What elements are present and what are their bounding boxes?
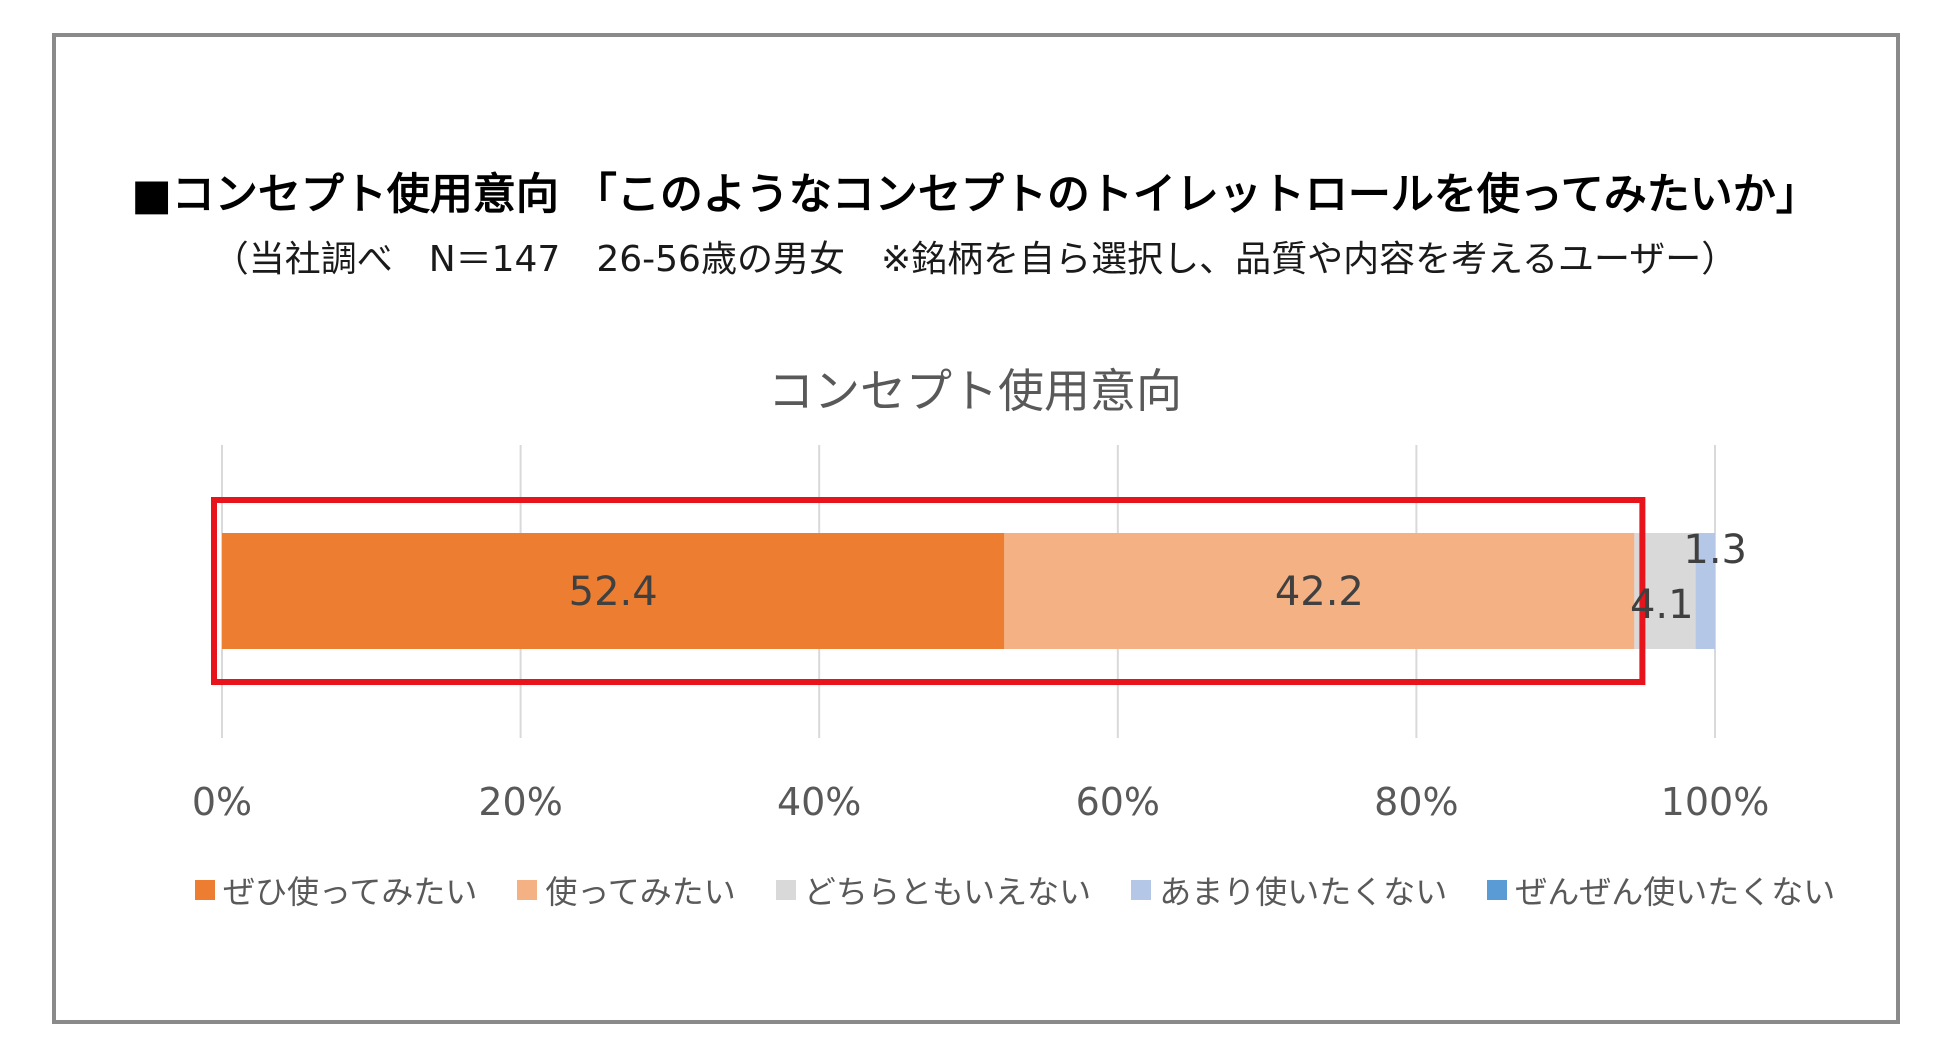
x-tick-label: 100%: [1661, 780, 1770, 824]
legend-label: どちらともいえない: [803, 873, 1092, 911]
legend-label: あまり使いたくない: [1159, 873, 1448, 911]
x-tick-label: 80%: [1374, 780, 1458, 824]
data-label: 4.1: [1630, 582, 1694, 628]
legend-swatch: [1131, 880, 1152, 900]
bar-segments: [222, 533, 1715, 649]
bar-segment: [1695, 533, 1715, 649]
highlight-rectangle: [211, 497, 1646, 685]
tick-labels: 0% 20% 40% 60% 80% 100%: [192, 780, 1769, 824]
legend-swatch: [1487, 880, 1508, 900]
legend-label: ぜひ使ってみたい: [223, 873, 478, 911]
legend: ぜひ使ってみたい 使ってみたい どちらともいえない あまり使いたくない ぜんぜん使いたく…: [195, 868, 1875, 912]
data-label: 52.4: [569, 569, 658, 615]
chart-title: コンセプト使用意向: [768, 364, 1182, 418]
x-tick-label: 40%: [777, 780, 861, 824]
legend-item: ぜんぜん使いたくない: [1487, 867, 1835, 913]
legend-item: 使ってみたい: [517, 867, 736, 913]
legend-label: 使ってみたい: [545, 873, 736, 911]
legend-item: あまり使いたくない: [1131, 867, 1447, 913]
legend-swatch: [195, 880, 215, 900]
legend-item: ぜひ使ってみたい: [195, 867, 477, 913]
legend-swatch: [775, 880, 796, 900]
bar-segment: [1004, 533, 1635, 649]
bar-segment: [222, 533, 1005, 649]
data-labels: 52.4 42.2 4.1 1.3: [569, 527, 1747, 628]
subline: （当社調べ N＝147 26-56歳の男女 ※銘柄を自ら選択し、品質や内容を考え…: [212, 239, 1738, 280]
legend-label: ぜんぜん使いたくない: [1515, 873, 1836, 911]
data-label: 42.2: [1275, 569, 1364, 615]
highlight-box: [211, 497, 1646, 685]
legend-item: どちらともいえない: [775, 867, 1092, 913]
headline: ■コンセプト使用意向 「このようなコンセプトのトイレットロールを使ってみたいか」: [131, 170, 1819, 220]
legend-swatch: [517, 880, 538, 900]
chart-frame: [52, 33, 1900, 1024]
x-tick-label: 20%: [478, 780, 562, 824]
x-tick-label: 60%: [1076, 780, 1160, 824]
x-tick-label: 0%: [192, 780, 252, 824]
data-label: 1.3: [1683, 527, 1747, 573]
